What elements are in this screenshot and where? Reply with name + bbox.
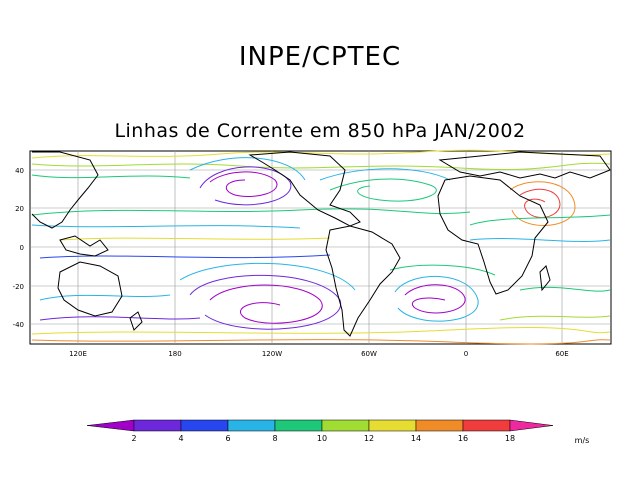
colorbar-label: 14 [411, 434, 421, 443]
colorbar-unit: m/s [575, 436, 590, 445]
colorbar-label: 12 [364, 434, 374, 443]
map-subtitle: Linhas de Corrente em 850 hPa JAN/2002 [114, 120, 526, 142]
colorbar-segment [180, 419, 229, 432]
colorbar-label: 18 [505, 434, 515, 443]
colorbar-segment [462, 419, 511, 432]
lon-label: 60E [555, 350, 568, 358]
page-title: INPE/CPTEC [238, 42, 402, 72]
colorbar [86, 419, 554, 432]
continent-outlines [31, 151, 611, 337]
lat-label: -40 [13, 321, 24, 329]
colorbar-segment [227, 419, 276, 432]
lat-label: -20 [13, 283, 24, 291]
latitude-labels: 40 20 0 -20 -40 [13, 167, 24, 329]
lon-label: 0 [464, 350, 468, 358]
colorbar-label: 6 [225, 434, 230, 443]
colorbar-segment [274, 419, 323, 432]
lon-label: 180 [168, 350, 181, 358]
colorbar-segment [321, 419, 370, 432]
lat-label: 20 [15, 205, 24, 213]
map-frame [29, 150, 612, 345]
colorbar-label: 2 [131, 434, 136, 443]
colorbar-segment [415, 419, 464, 432]
lat-label: 0 [20, 244, 24, 252]
colorbar-segment [133, 419, 182, 432]
lat-label: 40 [15, 167, 24, 175]
colorbar-segment [368, 419, 417, 432]
streamlines [31, 149, 611, 345]
colorbar-label: 8 [272, 434, 277, 443]
colorbar-segment [509, 419, 554, 432]
lon-label: 120W [262, 350, 282, 358]
colorbar-label: 10 [317, 434, 327, 443]
map-grid [30, 151, 611, 344]
colorbar-label: 16 [458, 434, 468, 443]
colorbar-labels: 2 4 6 8 10 12 14 16 18 [131, 434, 515, 443]
colorbar-segment [86, 419, 135, 432]
lon-label: 120E [69, 350, 87, 358]
colorbar-label: 4 [178, 434, 183, 443]
lon-label: 60W [361, 350, 377, 358]
longitude-labels: 120E 180 120W 60W 0 60E [69, 350, 569, 358]
